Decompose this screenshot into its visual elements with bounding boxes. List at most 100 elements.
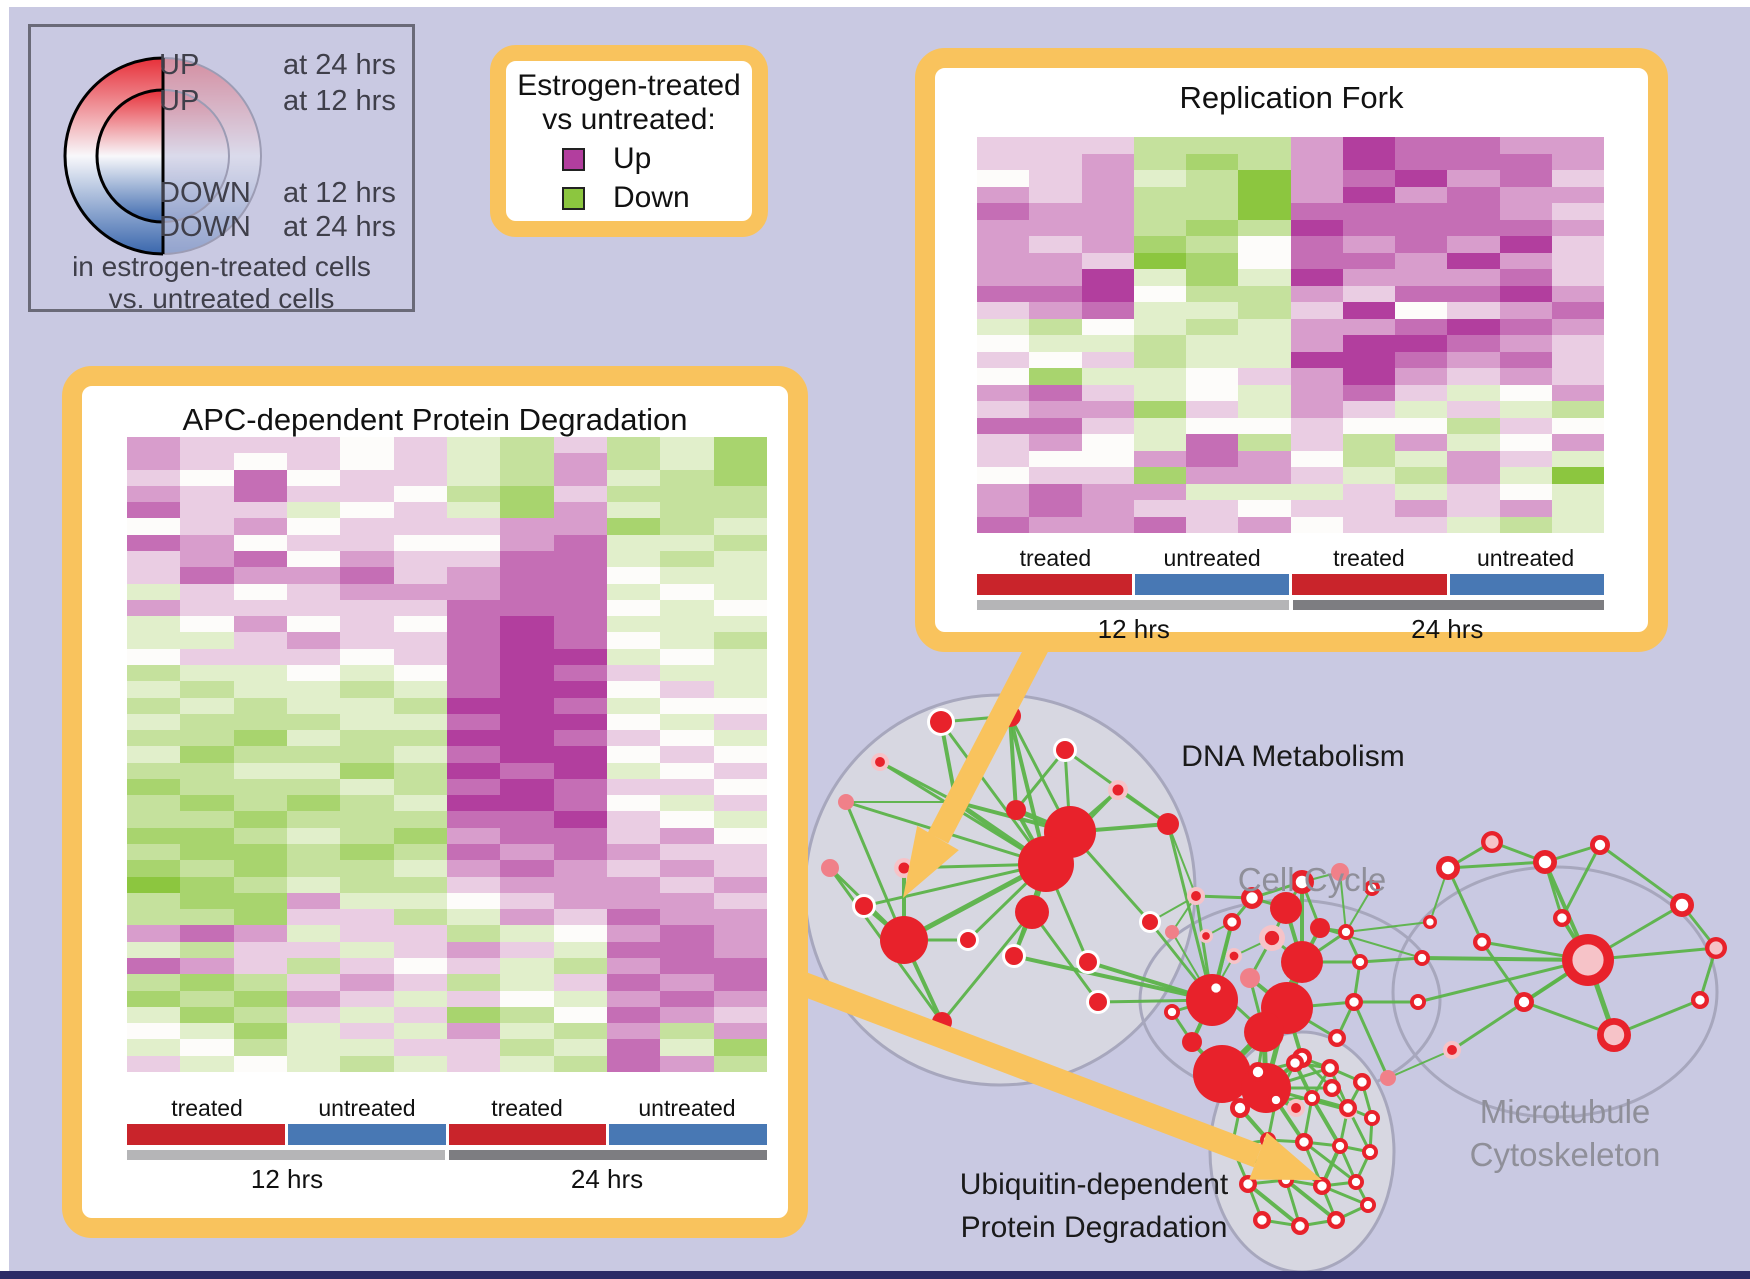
heatmap-cell <box>606 550 661 568</box>
heatmap-cell <box>393 762 447 779</box>
heatmap-cell <box>286 534 341 551</box>
heatmap-cell <box>1499 351 1552 368</box>
gene-node-pinkhalo <box>1226 948 1242 964</box>
apc-group-labels: treated untreated treated untreated <box>127 1095 767 1122</box>
heatmap-cell <box>286 958 341 975</box>
heatmap-cell <box>446 697 501 714</box>
gene-node-solid <box>1270 892 1302 924</box>
heatmap-cell <box>713 811 767 828</box>
heatmap-cell <box>977 318 1030 335</box>
heatmap-cell <box>127 892 181 910</box>
heatmap-cell <box>127 1055 181 1072</box>
heatmap-cell <box>660 469 714 486</box>
heatmap-cell <box>1238 252 1291 269</box>
heatmap-cell <box>1395 384 1448 401</box>
page-edge-bottom <box>0 1271 1750 1279</box>
heatmap-cell <box>180 925 234 942</box>
heatmap-cell <box>340 1055 394 1072</box>
heatmap-cell <box>1238 203 1291 220</box>
heatmap-cell <box>553 1055 607 1072</box>
heatmap-cell <box>1499 318 1552 335</box>
heatmap-cell <box>1186 170 1239 187</box>
heatmap-cell <box>286 437 341 454</box>
heatmap-cell <box>1133 137 1186 154</box>
heatmap-cell <box>127 632 181 649</box>
network-nodes <box>821 705 1727 1235</box>
color-legend-title-line1: Estrogen-treated <box>517 69 741 102</box>
heatmap-cell <box>713 583 767 600</box>
heatmap-cell <box>713 909 767 926</box>
heatmap-cell <box>977 269 1030 286</box>
heatmap-cell <box>233 762 287 779</box>
heatmap-cell <box>340 1039 394 1056</box>
heatmap-cell <box>713 925 767 942</box>
gene-node-solid <box>1244 1012 1284 1052</box>
heatmap-cell <box>1081 335 1134 352</box>
heatmap-cell <box>1551 219 1604 236</box>
heatmap-cell <box>340 827 394 845</box>
gene-node-halo <box>957 929 979 951</box>
heatmap-cell <box>1238 285 1291 302</box>
heatmap-cell <box>1290 318 1343 335</box>
heatmap-cell <box>1499 236 1552 253</box>
heatmap-cell <box>1551 203 1604 220</box>
heatmap-cell <box>1447 335 1500 352</box>
heatmap-cell <box>1447 170 1500 187</box>
heatmap-cell <box>1499 434 1552 451</box>
heatmap-cell <box>340 518 394 535</box>
heatmap-cell <box>393 990 447 1007</box>
heatmap-cell <box>446 616 501 633</box>
gene-node-donut <box>1291 1217 1309 1235</box>
heatmap-cell <box>660 941 714 959</box>
heatmap-cell <box>393 827 447 845</box>
heatmap-cell <box>1342 219 1395 236</box>
gene-node-donut <box>1553 909 1571 927</box>
heatmap-cell <box>660 1055 714 1072</box>
heatmap-cell <box>1238 186 1291 203</box>
heatmap-cell <box>1447 318 1500 335</box>
heatmap-cell <box>713 1039 767 1056</box>
heatmap-cell <box>340 485 394 503</box>
ring-label-up-inner: UP <box>159 85 200 117</box>
heatmap-cell <box>977 450 1030 467</box>
heatmap-cell <box>286 485 341 503</box>
heatmap-cell <box>1290 384 1343 401</box>
gene-node-donut <box>1353 1073 1371 1091</box>
heatmap-cell <box>713 518 767 535</box>
heatmap-cell <box>977 236 1030 253</box>
heatmap-cell <box>1551 467 1604 484</box>
heatmap-cell <box>500 713 554 731</box>
heatmap-cell <box>606 746 661 763</box>
heatmap-cell <box>1290 170 1343 187</box>
heatmap-cell <box>606 1023 661 1040</box>
heatmap-cell <box>393 437 447 454</box>
heatmap-cell <box>127 469 181 486</box>
heatmap-cell <box>1186 269 1239 286</box>
heatmap-cell <box>127 827 181 845</box>
heatmap-cell <box>393 746 447 763</box>
heatmap-cell <box>660 534 714 551</box>
heatmap-cell <box>233 974 287 991</box>
heatmap-cell <box>1290 450 1343 467</box>
heatmap-cell <box>1447 153 1500 170</box>
heatmap-cell <box>500 469 554 486</box>
heatmap-cell <box>713 827 767 845</box>
rf-time-labels: 12 hrs 24 hrs <box>977 614 1604 645</box>
heatmap-cell <box>127 567 181 584</box>
heatmap-cell <box>606 1039 661 1056</box>
heatmap-cell <box>660 1023 714 1040</box>
gene-node-pink <box>1165 925 1179 939</box>
heatmap-cell <box>393 795 447 812</box>
heatmap-cell <box>446 534 501 551</box>
heatmap-cell <box>1447 450 1500 467</box>
heatmap-cell <box>286 632 341 649</box>
heatmap-cell <box>977 500 1030 517</box>
heatmap-cell <box>286 925 341 942</box>
heatmap-cell <box>500 909 554 926</box>
heatmap-cell <box>180 892 234 910</box>
heatmap-cell <box>1551 318 1604 335</box>
heatmap-cell <box>1499 483 1552 500</box>
heatmap-cell <box>233 892 287 910</box>
heatmap-cell <box>1342 450 1395 467</box>
apc-24hrs-label: 24 hrs <box>570 1164 644 1194</box>
